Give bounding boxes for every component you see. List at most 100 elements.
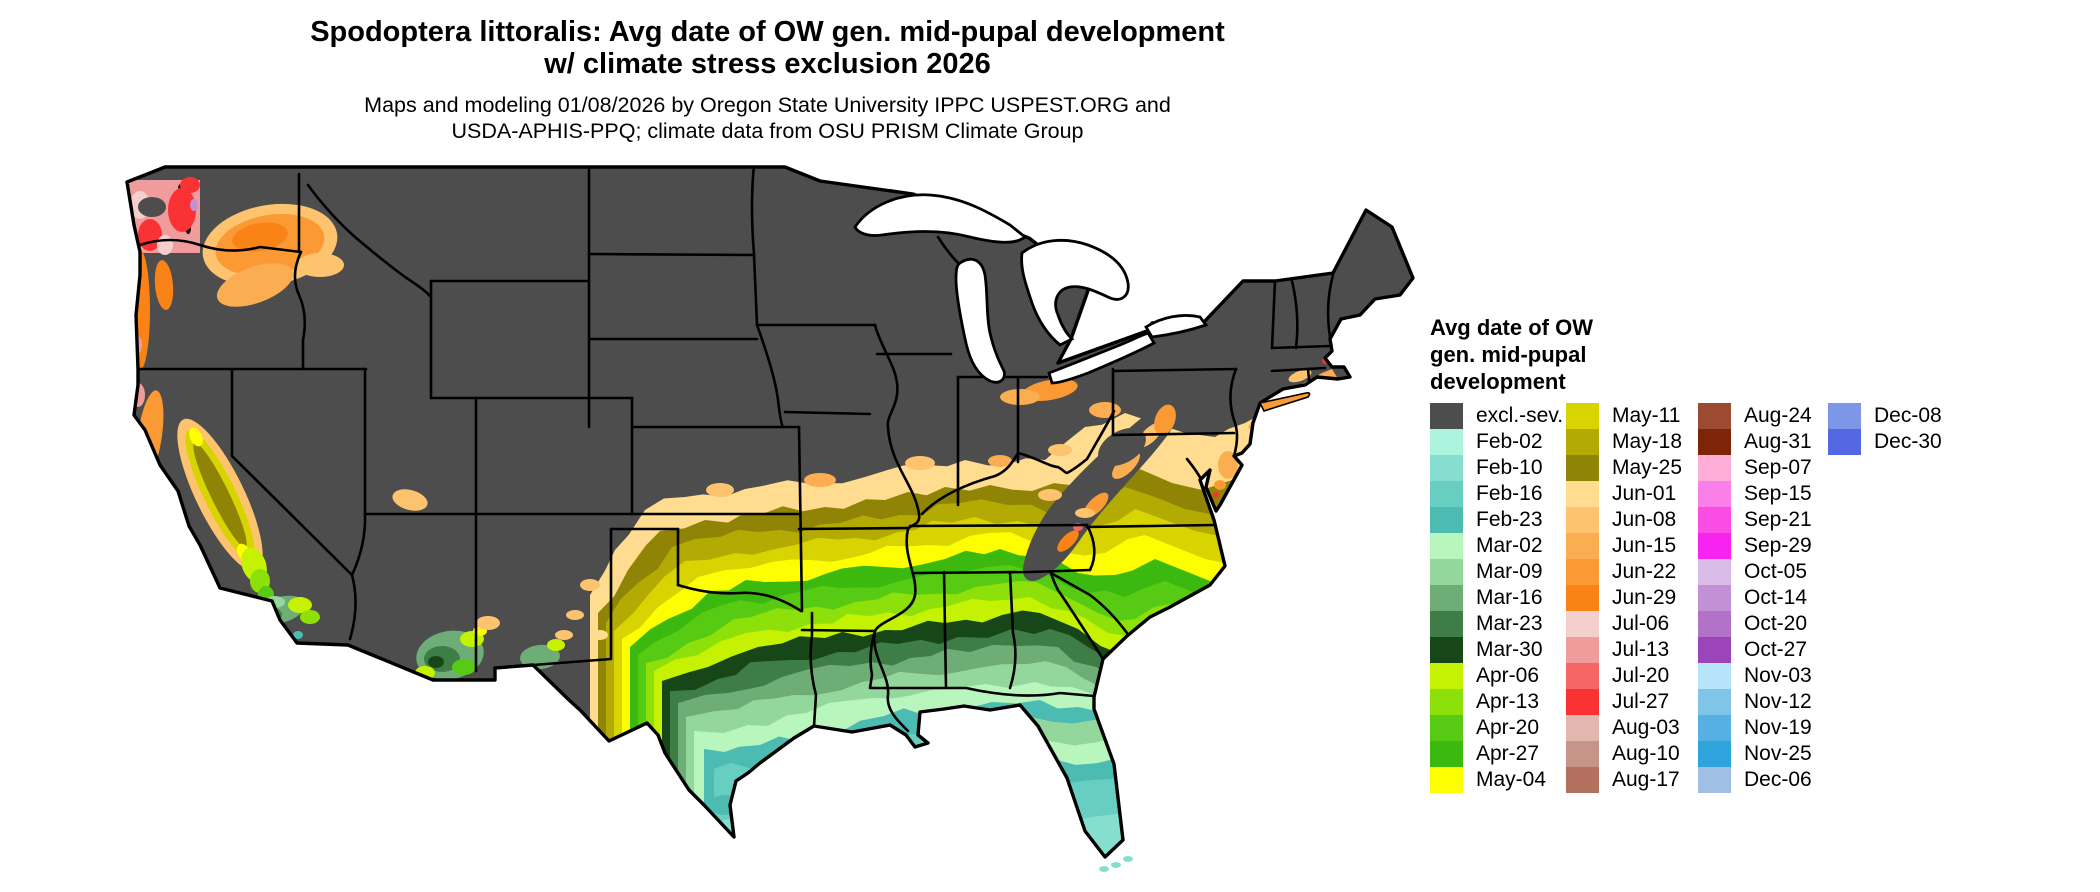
legend-entry-mar16: Mar-16 xyxy=(1430,585,1566,611)
blob-jun15 xyxy=(804,473,836,487)
legend-label: Oct-27 xyxy=(1744,638,1808,661)
legend-title-line2: gen. mid-pupal xyxy=(1430,342,1587,367)
legend-label: Sep-15 xyxy=(1744,482,1812,505)
blob-apr13 xyxy=(300,610,320,624)
legend-entry-apr13: Apr-13 xyxy=(1430,689,1566,715)
lake-huron xyxy=(1020,239,1130,347)
legend-swatch-jul06 xyxy=(1566,611,1599,637)
map-subtitle-line2: USDA-APHIS-PPQ; climate data from OSU PR… xyxy=(451,119,1084,143)
legend-entry-oct20: Oct-20 xyxy=(1698,611,1828,637)
legend-swatch-jun22 xyxy=(1566,559,1599,585)
legend-swatch-oct20 xyxy=(1698,611,1731,637)
blob-jun08 xyxy=(392,489,428,511)
legend-label: Sep-21 xyxy=(1744,508,1812,531)
legend-column: May-11 May-18 May-25 Jun-01 Jun-08 Jun-15 Jun-… xyxy=(1566,403,1698,793)
legend-swatch-aug24 xyxy=(1698,403,1731,429)
conus-outline xyxy=(125,165,1415,859)
blob-jul20 xyxy=(127,252,137,268)
legend-label: Jun-22 xyxy=(1612,560,1677,583)
legend-entry-oct27: Oct-27 xyxy=(1698,637,1828,663)
blob-mar30 xyxy=(256,612,270,622)
legend-swatch-jun01 xyxy=(1566,481,1599,507)
blob-jun08 xyxy=(296,253,344,277)
us-choropleth-map xyxy=(125,165,1415,872)
blob-excl_sev xyxy=(138,197,166,217)
legend-swatch-may25 xyxy=(1566,455,1599,481)
blob-feb23 xyxy=(293,631,303,639)
legend-swatch-aug10 xyxy=(1566,741,1599,767)
legend-label: Apr-20 xyxy=(1476,716,1540,739)
legend-label: Dec-30 xyxy=(1874,430,1942,453)
legend-entry-feb23: Feb-23 xyxy=(1430,507,1566,533)
legend-entry-aug03: Aug-03 xyxy=(1566,715,1698,741)
legend-entry-oct05: Oct-05 xyxy=(1698,559,1828,585)
legend-label: Apr-13 xyxy=(1476,690,1540,713)
blob-jun08 xyxy=(566,610,584,620)
legend-label: Jul-06 xyxy=(1612,612,1670,635)
blob-jun22 xyxy=(1214,480,1226,490)
legend-entry-jul20: Jul-20 xyxy=(1566,663,1698,689)
legend-entry-may25: May-25 xyxy=(1566,455,1698,481)
blob-jul06 xyxy=(157,235,173,255)
legend-swatch-nov12 xyxy=(1698,689,1731,715)
legend-swatch-apr06 xyxy=(1430,663,1463,689)
blob-feb23 xyxy=(708,795,744,815)
legend-swatch-mar16 xyxy=(1430,585,1463,611)
blob-jul13 xyxy=(136,475,148,495)
lake-erie xyxy=(1047,331,1156,385)
legend-entry-may11: May-11 xyxy=(1566,403,1698,429)
legend-label: Aug-24 xyxy=(1744,404,1812,427)
legend-label: Aug-31 xyxy=(1744,430,1812,453)
blob-jun15 xyxy=(1218,451,1238,479)
legend-label: Oct-20 xyxy=(1744,612,1808,635)
legend-swatch-dec30 xyxy=(1828,429,1861,455)
legend-label: Sep-29 xyxy=(1744,534,1812,557)
legend-entry-jul13: Jul-13 xyxy=(1566,637,1698,663)
legend-label: Oct-05 xyxy=(1744,560,1808,583)
legend-entry-apr06: Apr-06 xyxy=(1430,663,1566,689)
legend-title-line1: Avg date of OW xyxy=(1430,315,1593,340)
blob-mar30 xyxy=(428,656,444,668)
legend-label: Mar-09 xyxy=(1476,560,1543,583)
legend-label: Nov-25 xyxy=(1744,742,1812,765)
legend-label: Feb-16 xyxy=(1476,482,1543,505)
legend-swatch-apr20 xyxy=(1430,715,1463,741)
legend-entry-jul06: Jul-06 xyxy=(1566,611,1698,637)
legend-swatch-jun29 xyxy=(1566,585,1599,611)
legend-swatch-jul27 xyxy=(1566,689,1599,715)
legend-swatch-oct05 xyxy=(1698,559,1731,585)
blob-excl_sev xyxy=(1098,427,1146,466)
legend-swatch-nov03 xyxy=(1698,663,1731,689)
legend-label: Sep-07 xyxy=(1744,456,1812,479)
legend-swatch-oct14 xyxy=(1698,585,1731,611)
legend-swatch-nov19 xyxy=(1698,715,1731,741)
legend-entry-nov19: Nov-19 xyxy=(1698,715,1828,741)
state-borders xyxy=(136,167,1335,733)
legend-swatch-aug03 xyxy=(1566,715,1599,741)
blob-apr06 xyxy=(547,639,565,651)
legend-entry-excl_sev: excl.-sev. xyxy=(1430,403,1566,429)
legend-label: Feb-02 xyxy=(1476,430,1543,453)
blob-jul27 xyxy=(180,177,200,193)
legend-swatch-sep21 xyxy=(1698,507,1731,533)
legend-entry-may18: May-18 xyxy=(1566,429,1698,455)
legend-swatch-mar02 xyxy=(1430,533,1463,559)
blob-may25 xyxy=(193,442,247,548)
legend-entry-apr27: Apr-27 xyxy=(1430,741,1566,767)
legend-swatch-may18 xyxy=(1566,429,1599,455)
lake-superior xyxy=(853,193,1028,244)
legend-entry-feb16: Feb-16 xyxy=(1430,481,1566,507)
legend-swatch-sep15 xyxy=(1698,481,1731,507)
legend-swatch-jul20 xyxy=(1566,663,1599,689)
legend-label: Jul-13 xyxy=(1612,638,1670,661)
legend-swatch-may04 xyxy=(1430,767,1463,793)
title-block: Spodoptera littoralis: Avg date of OW ge… xyxy=(0,16,1535,80)
legend-entry-jun01: Jun-01 xyxy=(1566,481,1698,507)
legend-entry-jun15: Jun-15 xyxy=(1566,533,1698,559)
legend-label: Oct-14 xyxy=(1744,586,1808,609)
blob-jul27 xyxy=(168,188,196,232)
blob-oct14 xyxy=(190,199,198,211)
blob-jun08 xyxy=(905,456,935,470)
legend-entry-mar30: Mar-30 xyxy=(1430,637,1566,663)
legend-entry-aug31: Aug-31 xyxy=(1698,429,1828,455)
